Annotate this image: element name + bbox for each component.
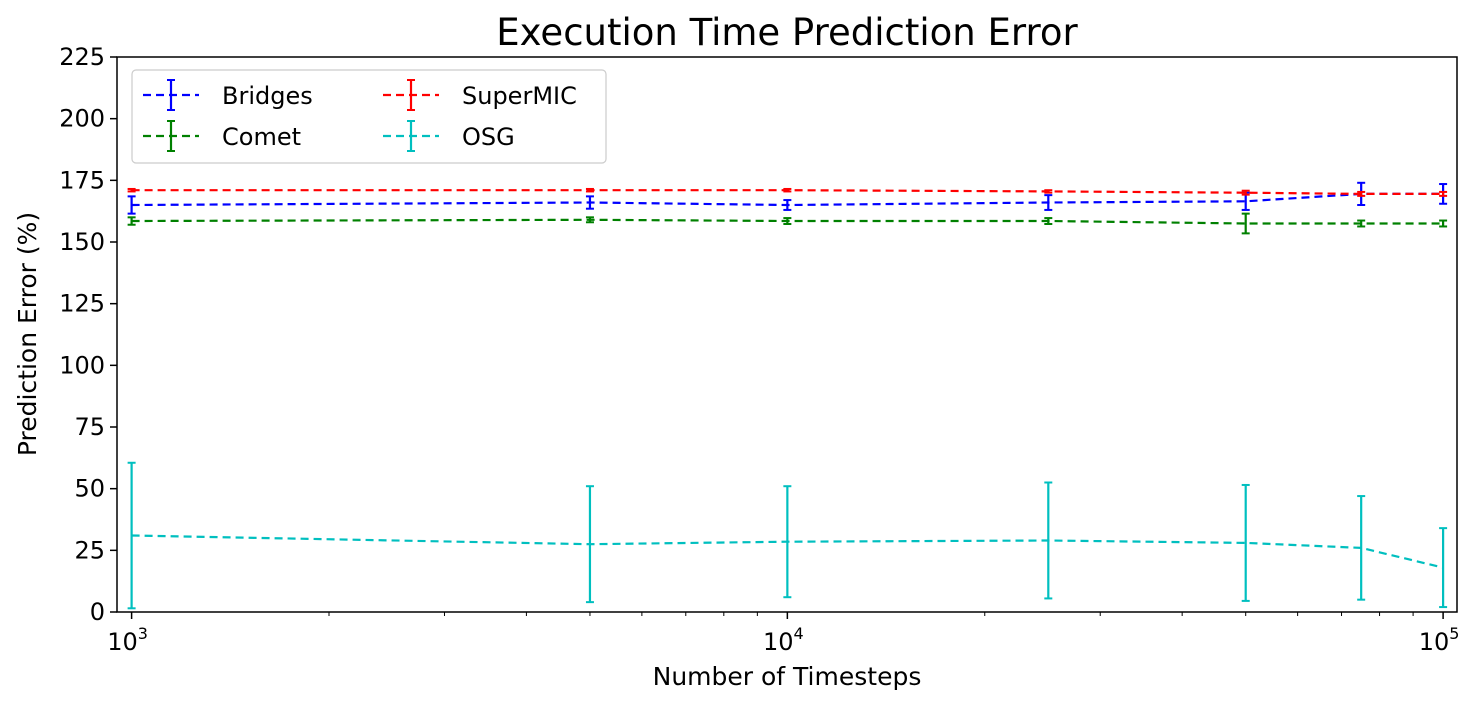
legend-label: Comet (222, 123, 301, 151)
y-tick-label: 125 (59, 290, 105, 318)
x-tick-label: 103 (107, 624, 148, 656)
legend-box (131, 69, 607, 164)
y-tick-label: 100 (59, 351, 105, 379)
chart-title: Execution Time Prediction Error (496, 11, 1078, 54)
plot-area (127, 181, 1448, 610)
y-tick-label: 0 (90, 598, 105, 626)
legend-item: OSG (383, 120, 515, 152)
legend-label: SuperMIC (462, 82, 577, 110)
x-axis: 103 104 105 (107, 612, 1459, 656)
legend-item: Bridges (143, 79, 313, 111)
y-tick-label: 175 (59, 166, 105, 194)
y-axis: 0 25 50 75 100 125 150 175 200 225 (59, 43, 117, 626)
series-bridges (127, 181, 1448, 215)
legend-item: SuperMIC (383, 79, 577, 111)
y-tick-label: 25 (74, 536, 105, 564)
y-tick-label: 75 (74, 413, 105, 441)
x-axis-label: Number of Timesteps (653, 662, 922, 691)
series-supermic (127, 187, 1448, 197)
legend-item: Comet (143, 120, 301, 152)
legend-label: OSG (462, 123, 515, 151)
y-axis-label: Prediction Error (%) (13, 212, 42, 456)
y-tick-label: 50 (74, 475, 105, 503)
legend-label: Bridges (222, 82, 313, 110)
legend: Bridges Comet SuperMIC OSG (131, 69, 607, 164)
y-tick-label: 225 (59, 43, 105, 71)
x-tick-label: 104 (763, 624, 804, 656)
x-tick-label: 105 (1419, 624, 1460, 656)
y-tick-label: 150 (59, 228, 105, 256)
y-tick-label: 200 (59, 105, 105, 133)
series-osg (127, 461, 1448, 610)
series-comet (127, 212, 1448, 235)
